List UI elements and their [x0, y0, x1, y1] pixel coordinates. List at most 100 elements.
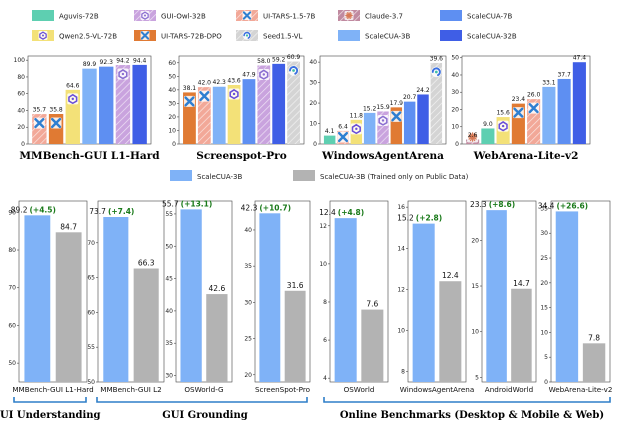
panel-screenspot-pro: 20 25 30 35 40 42.3 (+10.7) 31.6 ScreenSpot-Pro — [241, 200, 311, 394]
group-bracket — [13, 397, 87, 403]
y-tick-label: 10 — [451, 124, 459, 131]
plot-frame — [254, 200, 311, 383]
bar-public-data — [361, 309, 384, 382]
y-tick-label: 65 — [87, 275, 95, 282]
public-value-label: 42.6 — [209, 284, 226, 293]
bar-public-data — [133, 268, 159, 382]
panel-windowsagentarena: 8 10 12 14 16 15.2 (+2.8) 12.4 WindowsAgentArena — [397, 200, 474, 394]
panel-screenspot-pro: 0 10 20 30 40 50 60 38.142.0 42.3 43.647.958.0 59.… — [168, 54, 305, 162]
legend-label: ScaleCUA-3B — [365, 33, 410, 41]
y-tick-label: 0 — [21, 141, 25, 148]
bottom-legend: ScaleCUA-3B ScaleCUA-3B (Trained only on … — [170, 170, 469, 181]
y-tick-label: 20 — [168, 114, 176, 121]
seed-logo-icon — [431, 66, 442, 78]
bar-value-label: 39.6 — [430, 55, 444, 62]
legend-item-ui-tars-1-5-7b: UI-TARS-1.5-7B — [236, 10, 316, 21]
bar-value-label: 6.4 — [338, 123, 348, 130]
uitars-logo-icon — [183, 95, 195, 107]
y-tick-label: 30 — [309, 80, 317, 87]
gain-value: (+8.6) — [489, 200, 515, 209]
bar-value-label: 92.3 — [100, 59, 114, 66]
plot-frame — [97, 200, 165, 383]
legend-label: UI-TARS-1.5-7B — [263, 13, 316, 21]
scalecua-value: 15.2 — [397, 214, 414, 223]
group-online-benchmarks-desktop-mobile-web: Online Benchmarks (Desktop & Mobile & We… — [323, 397, 611, 421]
panel-title: MMBench-GUI L1-Hard — [19, 150, 160, 162]
uitars-logo-mark — [337, 131, 349, 143]
legend-item-scalecua-32b: ScaleCUA-32B — [440, 30, 517, 41]
bar-ui-tars-72b-dpo: 38.1 — [183, 85, 196, 144]
bar-scalecua-3b — [334, 218, 357, 382]
bar-fill — [272, 63, 286, 144]
bar-value-label: 15.2 — [363, 105, 377, 112]
bar-scalecua-3b: 33.1 — [542, 79, 556, 144]
bar-value-label: 17.9 — [390, 100, 404, 107]
panel-osworld: 4 6 8 10 12 12.4 (+4.8) 7.6 OSWorld — [319, 200, 389, 394]
bar-hatch — [115, 65, 131, 144]
seed-logo-dot — [245, 34, 249, 37]
bar-fill — [557, 78, 571, 144]
uitars-logo-icon — [198, 90, 210, 102]
bar-qwen2-5-vl-72b: 43.6 — [227, 77, 241, 144]
plot-frame — [550, 200, 611, 383]
x-axis-label: AndroidWorld — [485, 385, 533, 394]
owl-logo-dot — [262, 73, 266, 76]
legend-label: ScaleCUA-7B — [467, 13, 512, 21]
legend-item-scalecua-3b: ScaleCUA-3B — [338, 30, 410, 41]
y-tick-label: 60 — [87, 309, 95, 316]
y-tick-label: 4 — [323, 375, 327, 382]
bar-value-label: 37.7 — [557, 71, 571, 78]
seed-logo-dot — [434, 70, 438, 74]
bar-ui-tars-1-5-7b: 26.0 — [527, 92, 540, 144]
x-axis-label: WindowsAgentArena — [400, 385, 474, 394]
bar-fill — [99, 66, 114, 144]
aguvis-logo-icon — [38, 11, 48, 20]
uitars-logo-icon — [140, 31, 150, 40]
bar-ui-tars-72b-dpo: 17.9 — [390, 100, 404, 144]
group-bracket — [323, 397, 611, 403]
y-tick-label: 40 — [244, 227, 252, 234]
owl-logo-mark — [378, 115, 388, 126]
owl-logo-icon — [258, 68, 270, 80]
bar-value-label: 47.4 — [573, 55, 587, 62]
y-tick-label: 50 — [8, 360, 16, 367]
uitars-logo-icon — [512, 107, 524, 119]
bar-value-label: 11.8 — [350, 112, 364, 119]
legend-swatch — [293, 170, 315, 181]
bar-value-label: 89.9 — [83, 61, 97, 68]
uitars-logo-icon — [390, 110, 402, 122]
bar-value-label: 15.6 — [496, 110, 510, 117]
y-tick-label: 8 — [401, 369, 405, 376]
y-tick-label: 16 — [397, 204, 405, 211]
y-tick-label: 50 — [451, 55, 459, 62]
uitars-logo-icon — [242, 11, 252, 20]
uitars-logo-mark — [528, 103, 539, 114]
y-tick-label: 40 — [17, 107, 25, 114]
y-tick-label: 40 — [168, 87, 176, 94]
legend-swatch — [440, 30, 462, 41]
gain-value: (+13.1) — [181, 199, 213, 208]
bar-value-label: 89.2 (+4.5) — [11, 205, 56, 214]
bar-public-data — [284, 290, 306, 382]
bar-scalecua-3b — [259, 213, 281, 382]
bar-scalecua-7b: 47.9 — [242, 72, 256, 144]
plot-frame — [175, 200, 233, 383]
uitars-logo-mark — [242, 11, 252, 20]
uitars-logo-mark — [140, 31, 150, 40]
claude-logo-ray — [345, 13, 353, 18]
plot-frame — [178, 55, 305, 145]
bar-fill — [82, 68, 97, 144]
bar-value-label: 35.7 — [33, 107, 47, 114]
bar-value-label: 24.2 — [416, 87, 430, 94]
bar-value-label: 2.6 — [468, 132, 478, 139]
bar-qwen2-5-vl-72b: 15.6 — [496, 110, 510, 144]
y-tick-label: 30 — [168, 100, 176, 107]
qwen-logo-dot — [232, 92, 236, 96]
x-axis-label: MMBench-GUI L2 — [100, 385, 162, 394]
bar-value-label: 59.2 — [272, 56, 286, 63]
bar-value-label: 23.3 (+8.6) — [470, 200, 515, 209]
gain-value: (+7.4) — [108, 207, 134, 216]
scalecua-value: 89.2 — [11, 205, 28, 214]
y-tick-label: 80 — [8, 247, 16, 254]
